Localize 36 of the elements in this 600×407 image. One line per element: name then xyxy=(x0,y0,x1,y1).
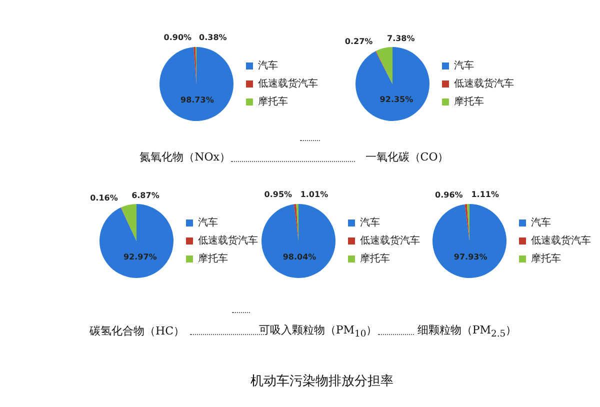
text: 可吸入颗粒物（PM$_{10}$） xyxy=(258,322,378,340)
data-label: 0.27% xyxy=(344,37,373,46)
text: 细颗粒物（PM$_{2.5}$） xyxy=(417,322,517,340)
data-label: 1.01% xyxy=(300,190,328,200)
legend-label: 汽车 xyxy=(531,216,551,229)
text: 氮氧化物（NOx） xyxy=(140,150,230,164)
text: 一氧化碳（CO） xyxy=(365,150,449,164)
data-label: 0.90% xyxy=(164,33,192,42)
legend-label: 汽车 xyxy=(454,60,474,72)
legend-label: 摩托车 xyxy=(258,96,288,108)
data-label: 0.38% xyxy=(199,33,227,42)
legend-label: 低速载货汽车 xyxy=(258,78,318,90)
data-label: 0.95% xyxy=(264,190,292,200)
legend-label: 汽车 xyxy=(198,216,218,229)
legend-label: 摩托车 xyxy=(531,252,561,265)
data-label: 92.97% xyxy=(123,252,157,262)
legend-label: 摩托车 xyxy=(454,96,484,108)
data-label: 7.38% xyxy=(387,34,415,44)
data-label: 1.11% xyxy=(471,190,499,200)
legend-label: 低速载货汽车 xyxy=(454,78,514,90)
legend-label: 摩托车 xyxy=(198,252,228,265)
legend-label: 低速载货汽车 xyxy=(198,234,258,247)
legend-label: 低速载货汽车 xyxy=(360,234,420,247)
data-label: 0.96% xyxy=(435,190,463,200)
data-label: 92.35% xyxy=(380,95,414,104)
text: 碳氢化合物（HC） xyxy=(89,324,185,338)
data-label: 0.16% xyxy=(90,194,118,203)
data-label: 98.04% xyxy=(282,252,316,262)
data-label: 6.87% xyxy=(132,190,160,200)
legend-label: 摩托车 xyxy=(360,252,390,265)
legend-label: 汽车 xyxy=(360,216,380,229)
text: 机动车污染物排放分担率 xyxy=(250,373,394,390)
legend-label: 低速载货汽车 xyxy=(531,234,591,247)
data-label: 97.93% xyxy=(454,252,488,262)
legend-label: 汽车 xyxy=(258,60,278,72)
data-label: 98.73% xyxy=(180,96,214,105)
